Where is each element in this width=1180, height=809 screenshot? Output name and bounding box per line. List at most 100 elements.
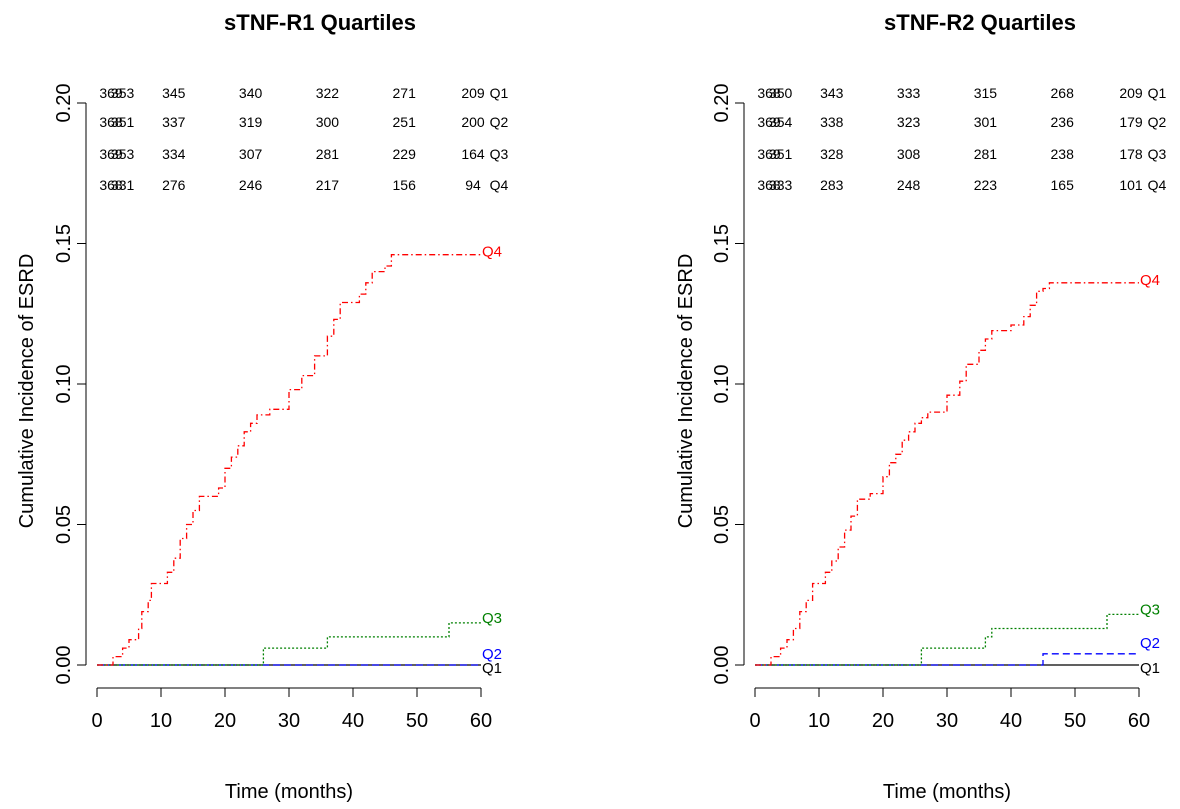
series-line-q3 [97,622,481,666]
y-tick-label: 0.05 [711,505,733,544]
at-risk-count: 351 [111,114,135,130]
at-risk-count: 369 [757,114,781,130]
series-line-q3 [755,613,1139,666]
series-end-label: Q3 [482,610,502,627]
at-risk-count: 337 [162,114,186,130]
series-line-q4 [755,282,1139,666]
at-risk-count: 343 [820,85,844,101]
series-end-label: Q1 [482,660,502,677]
x-tick-label: 40 [342,710,364,732]
at-risk-count: 248 [897,177,921,193]
at-risk-count: 340 [239,85,263,101]
at-risk-count: 209 [461,85,485,101]
at-risk-count: 368 [757,85,781,101]
series-end-label: Q4 [1140,272,1160,289]
y-tick-label: 0.00 [53,646,75,685]
series-line-q2 [755,653,1139,666]
x-axis-label: Time (months) [883,781,1011,803]
x-tick-label: 30 [278,710,300,732]
at-risk-count: 334 [162,146,186,162]
series-line-q4 [97,254,481,666]
at-risk-count: 328 [820,146,844,162]
y-axis-label: Cumulative Incidence of ESRD [16,254,38,529]
y-tick-label: 0.05 [53,505,75,544]
x-tick-label: 10 [150,710,172,732]
at-risk-count: 307 [239,146,263,162]
at-risk-count: 179 [1119,114,1143,130]
at-risk-row-label: Q1 [1148,85,1167,101]
at-risk-count: 268 [1051,85,1075,101]
x-tick-label: 0 [749,710,760,732]
at-risk-count: 271 [393,85,417,101]
x-tick-label: 20 [214,710,236,732]
at-risk-count: 165 [1051,177,1075,193]
x-tick-label: 60 [470,710,492,732]
at-risk-count: 276 [162,177,186,193]
x-tick-label: 40 [1000,710,1022,732]
at-risk-count: 308 [897,146,921,162]
at-risk-count: 368 [99,114,123,130]
y-tick-label: 0.20 [711,84,733,123]
at-risk-count: 369 [99,146,123,162]
at-risk-row-label: Q1 [490,85,509,101]
at-risk-count: 238 [1051,146,1075,162]
at-risk-count: 323 [897,114,921,130]
at-risk-count: 178 [1119,146,1143,162]
chart-title: sTNF-R1 Quartiles [224,10,416,35]
x-tick-label: 0 [91,710,102,732]
at-risk-count: 300 [316,114,340,130]
y-tick-label: 0.00 [711,646,733,685]
at-risk-count: 94 [465,177,481,193]
chart-panel-1: sTNF-R1 Quartiles 0 10 20 30 40 50 60 Time (mont… [16,10,509,803]
at-risk-count: 251 [393,114,417,130]
x-tick-label: 50 [1064,710,1086,732]
y-tick-label: 0.15 [53,224,75,263]
y-axis-label: Cumulative Incidence of ESRD [675,254,697,529]
y-tick-label: 0.10 [711,365,733,404]
at-risk-count: 217 [316,177,340,193]
x-tick-label: 60 [1128,710,1150,732]
x-tick-label: 50 [406,710,428,732]
at-risk-count: 368 [757,177,781,193]
at-risk-count: 369 [99,85,123,101]
x-axis-label: Time (months) [225,781,353,803]
at-risk-count: 319 [239,114,263,130]
at-risk-count: 331 [111,177,135,193]
at-risk-count: 283 [820,177,844,193]
series-end-label: Q3 [1140,601,1160,618]
series-end-label: Q4 [482,244,502,261]
at-risk-row-label: Q2 [490,114,509,130]
series-end-label: Q1 [1140,660,1160,677]
at-risk-row-label: Q4 [490,177,509,193]
at-risk-row-label: Q4 [1148,177,1167,193]
at-risk-count: 229 [393,146,417,162]
at-risk-row-label: Q3 [1148,146,1167,162]
at-risk-count: 101 [1119,177,1143,193]
series-end-label: Q2 [1140,635,1160,652]
at-risk-count: 164 [461,146,485,162]
chart-title: sTNF-R2 Quartiles [884,10,1076,35]
at-risk-count: 236 [1051,114,1075,130]
at-risk-count: 345 [162,85,186,101]
at-risk-count: 322 [316,85,340,101]
at-risk-count: 301 [974,114,998,130]
at-risk-count: 246 [239,177,263,193]
at-risk-count: 350 [769,85,793,101]
at-risk-row-label: Q3 [490,146,509,162]
at-risk-row-label: Q2 [1148,114,1167,130]
at-risk-count: 354 [769,114,793,130]
at-risk-count: 315 [974,85,998,101]
y-tick-label: 0.15 [711,224,733,263]
series-end-label: Q2 [482,646,502,663]
at-risk-count: 351 [769,146,793,162]
y-tick-label: 0.10 [53,365,75,404]
at-risk-count: 281 [974,146,998,162]
at-risk-count: 338 [820,114,844,130]
chart-panel-2: sTNF-R2 Quartiles 0 10 20 30 40 50 60 Time (mont… [675,10,1167,803]
at-risk-count: 223 [974,177,998,193]
at-risk-count: 209 [1119,85,1143,101]
at-risk-count: 333 [897,85,921,101]
x-tick-label: 20 [872,710,894,732]
